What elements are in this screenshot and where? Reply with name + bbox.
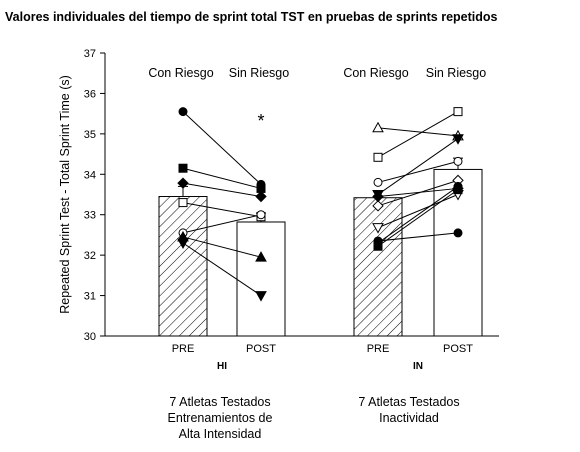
subject-line [377, 232, 459, 242]
subject-point-pre [178, 163, 188, 173]
subject-line [182, 111, 262, 185]
subject-point-post [255, 190, 267, 203]
y-tick-label: 33 [84, 210, 96, 222]
group-label: HI [217, 361, 227, 372]
subject-point-post [453, 156, 463, 166]
subject-point-pre [372, 200, 384, 212]
subject-line [182, 214, 262, 234]
subject-point-pre [373, 152, 383, 162]
y-tick-label: 37 [84, 48, 96, 60]
x-tick-label: POST [246, 343, 276, 355]
bar-pre [353, 197, 403, 337]
subject-line [377, 111, 459, 158]
significance-marker: * [257, 111, 264, 131]
chart-title: Valores individuales del tiempo de sprin… [5, 10, 498, 24]
subject-point-pre [178, 198, 188, 208]
x-tick-label: PRE [367, 343, 390, 355]
subject-point-post [452, 134, 464, 145]
subject-point-pre [178, 107, 188, 117]
subject-point-pre [177, 238, 189, 250]
y-tick-label: 36 [84, 88, 96, 100]
subject-point-pre [177, 177, 189, 189]
subject-line [377, 138, 459, 195]
subject-line [182, 242, 262, 296]
bar-pre [158, 196, 208, 337]
subject-line [377, 194, 459, 229]
group-caption-line: Alta Intensidad [179, 427, 262, 441]
y-tick-label: 30 [84, 331, 96, 343]
group-caption-line: Entrenamientos de [168, 411, 273, 425]
group-caption-line: 7 Atletas Testados [358, 395, 459, 409]
subject-point-post [256, 210, 266, 220]
bar-post [236, 221, 286, 337]
subject-point-pre [372, 121, 384, 133]
subject-point-post [453, 185, 463, 195]
group-label: IN [413, 361, 423, 372]
subject-line [182, 202, 262, 218]
subject-line [182, 182, 262, 198]
plot-area: 30 31 32 33 34 35 36 37 Repeated Sprint Test - T… [58, 48, 499, 441]
subject-line [182, 236, 262, 258]
y-axis-label: Repeated Sprint Test - Total Sprint Time… [58, 75, 72, 314]
subject-line [377, 160, 459, 183]
subject-point-post [453, 228, 463, 238]
subject-line [182, 167, 262, 189]
y-tick-label: 32 [84, 250, 96, 262]
group-header-post: Sin Riesgo [229, 66, 289, 80]
y-tick-label: 34 [84, 169, 96, 181]
y-tick-label: 35 [84, 129, 96, 141]
subject-line [377, 127, 459, 137]
y-tick-label: 31 [84, 291, 96, 303]
x-tick-label: POST [443, 343, 473, 355]
subject-point-post [255, 251, 267, 262]
subject-point-pre [372, 223, 384, 234]
subject-point-post [255, 291, 267, 302]
subject-point-pre [373, 177, 383, 187]
subject-point-pre [373, 236, 383, 246]
subject-line [377, 189, 459, 247]
x-tick-label: PRE [172, 343, 195, 355]
group-caption-line: Inactividad [379, 411, 439, 425]
subject-point-pre [372, 190, 384, 203]
group-caption-line: 7 Atletas Testados [169, 395, 270, 409]
subject-line [377, 187, 459, 198]
group-header-post: Sin Riesgo [426, 66, 486, 80]
subject-line [377, 186, 459, 244]
subject-line [377, 179, 459, 207]
group-header-pre: Con Riesgo [343, 66, 408, 80]
subject-point-post [453, 107, 463, 117]
group-header-pre: Con Riesgo [148, 66, 213, 80]
